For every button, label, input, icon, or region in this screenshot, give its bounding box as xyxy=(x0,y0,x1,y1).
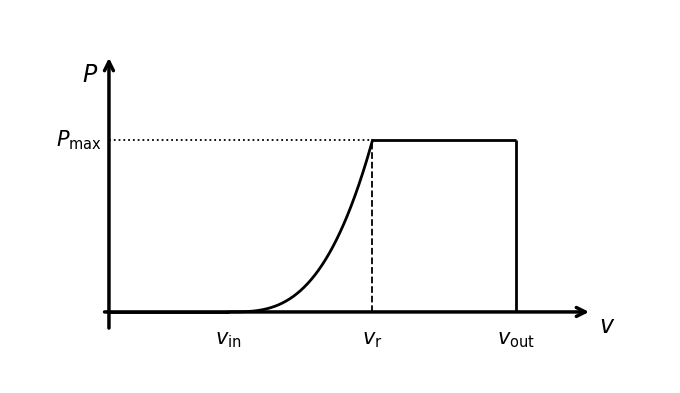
Text: $v_{\mathrm{in}}$: $v_{\mathrm{in}}$ xyxy=(216,330,242,350)
Text: $P$: $P$ xyxy=(82,63,99,87)
Text: $v_{\mathrm{out}}$: $v_{\mathrm{out}}$ xyxy=(497,330,535,350)
Text: $v_{\mathrm{r}}$: $v_{\mathrm{r}}$ xyxy=(362,330,383,350)
Text: $v$: $v$ xyxy=(600,314,615,338)
Text: $P_{\mathrm{max}}$: $P_{\mathrm{max}}$ xyxy=(56,129,102,152)
